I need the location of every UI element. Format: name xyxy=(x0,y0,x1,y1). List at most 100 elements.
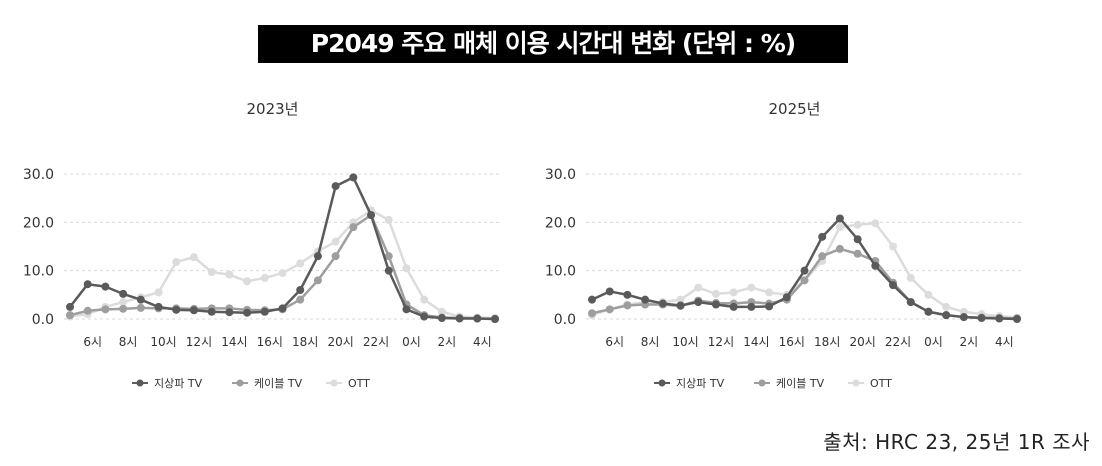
data-point-terrestrial xyxy=(765,302,774,311)
data-point-terrestrial xyxy=(694,298,703,307)
x-tick-label: 22시 xyxy=(363,335,389,349)
chart-2023-svg: 2023년 0.0 10.0 20.0 30.0 6시 8시 10시 12시 14시 16시 18시 2… xyxy=(23,100,501,390)
x-tick-label: 0시 xyxy=(924,335,943,349)
data-point-terrestrial xyxy=(402,305,411,314)
x-tick-label: 10시 xyxy=(150,335,176,349)
data-point-ott xyxy=(906,273,915,282)
data-point-ott xyxy=(676,295,685,304)
legend-label: OTT xyxy=(870,377,892,390)
legend-item-terrestrial: 지상파 TV xyxy=(132,377,203,390)
data-point-ott xyxy=(402,264,411,273)
data-point-terrestrial xyxy=(747,302,756,311)
data-point-terrestrial xyxy=(588,295,596,304)
legend-item-ott: OTT xyxy=(848,377,892,390)
y-tick-label: 30.0 xyxy=(23,167,54,183)
data-point-terrestrial xyxy=(278,304,287,313)
data-point-terrestrial xyxy=(313,252,322,261)
data-point-terrestrial xyxy=(605,287,614,296)
legend-swatch-dot xyxy=(136,379,144,387)
data-point-terrestrial xyxy=(207,307,216,316)
data-point-terrestrial xyxy=(977,314,986,323)
data-point-terrestrial xyxy=(296,286,305,294)
data-point-ott xyxy=(711,289,720,298)
data-point-cable xyxy=(83,306,92,315)
data-point-terrestrial xyxy=(995,314,1004,323)
data-point-terrestrial xyxy=(729,302,738,311)
y-tick-label: 20.0 xyxy=(23,215,54,231)
x-tick-label: 2시 xyxy=(960,335,979,349)
data-point-terrestrial xyxy=(66,302,74,311)
data-point-terrestrial xyxy=(243,308,252,317)
x-tick-label: 18시 xyxy=(292,335,318,349)
data-point-ott xyxy=(207,268,216,277)
data-point-terrestrial xyxy=(83,280,92,289)
data-point-terrestrial xyxy=(101,282,110,291)
x-tick-label: 6시 xyxy=(605,335,624,349)
data-point-cable xyxy=(588,309,596,318)
chart-2023: 2023년 0.0 10.0 20.0 30.0 6시 8시 10시 12시 14시 16시 18시 2… xyxy=(0,90,540,410)
data-point-ott xyxy=(694,283,703,292)
data-point-terrestrial xyxy=(367,211,376,220)
data-point-cable xyxy=(605,305,614,314)
data-point-terrestrial xyxy=(676,301,685,310)
data-point-terrestrial xyxy=(623,290,632,299)
x-tick-label: 18시 xyxy=(814,335,840,349)
data-point-ott xyxy=(260,273,269,282)
data-point-terrestrial xyxy=(711,300,720,309)
legend-swatch-dot xyxy=(330,379,338,387)
legend-item-cable: 케이블 TV xyxy=(754,377,825,390)
data-point-ott xyxy=(835,223,844,232)
data-point-terrestrial xyxy=(835,214,844,223)
data-point-ott xyxy=(243,277,252,286)
y-tick-label: 10.0 xyxy=(23,264,54,280)
x-tick-label: 2시 xyxy=(438,335,457,349)
data-point-ott xyxy=(729,288,738,297)
data-point-terrestrial xyxy=(437,314,446,323)
x-tick-label: 4시 xyxy=(995,335,1014,349)
data-point-terrestrial xyxy=(455,314,464,323)
x-tick-label: 20시 xyxy=(849,335,875,349)
data-point-terrestrial xyxy=(384,266,393,275)
x-tick-label: 4시 xyxy=(473,335,492,349)
legend-label: 지상파 TV xyxy=(154,377,203,390)
data-point-terrestrial xyxy=(491,315,499,323)
data-point-cable xyxy=(136,303,145,312)
data-point-terrestrial xyxy=(473,314,482,323)
data-point-ott xyxy=(331,237,340,246)
x-tick-label: 20시 xyxy=(327,335,353,349)
data-point-cable xyxy=(66,311,74,320)
data-point-ott xyxy=(119,298,128,307)
legend-swatch-dot xyxy=(852,379,860,387)
data-point-terrestrial xyxy=(641,295,650,304)
data-point-ott xyxy=(747,283,756,292)
data-point-ott xyxy=(871,219,880,228)
data-point-terrestrial xyxy=(225,308,234,317)
x-tick-label: 6시 xyxy=(83,335,102,349)
data-point-terrestrial xyxy=(189,306,198,315)
source-note: 출처: HRC 23, 25년 1R 조사 xyxy=(823,430,1090,454)
data-point-terrestrial xyxy=(658,299,667,308)
data-point-terrestrial xyxy=(349,173,358,182)
legend-label: OTT xyxy=(348,377,370,390)
data-point-cable xyxy=(800,276,809,285)
series-line-ott xyxy=(69,209,496,320)
data-point-ott xyxy=(296,259,305,268)
data-point-cable xyxy=(384,252,393,261)
legend-item-terrestrial: 지상파 TV xyxy=(654,377,725,390)
x-tick-label: 12시 xyxy=(186,335,212,349)
chart-2025-svg: 2025년 0.0 10.0 20.0 30.0 6시 8시 10시 12시 14시 16시 18시 2… xyxy=(545,100,1023,390)
y-tick-label: 20.0 xyxy=(545,215,576,231)
data-point-ott xyxy=(420,295,429,304)
x-tick-label: 16시 xyxy=(779,335,805,349)
data-point-cable xyxy=(835,244,844,253)
data-point-terrestrial xyxy=(1013,315,1021,323)
data-point-ott xyxy=(437,307,446,316)
data-point-terrestrial xyxy=(782,293,791,302)
chart-title: 2025년 xyxy=(769,100,821,118)
data-point-terrestrial xyxy=(853,235,862,244)
chart-2025: 2025년 0.0 10.0 20.0 30.0 6시 8시 10시 12시 14시 16시 18시 2… xyxy=(522,90,1062,410)
data-point-terrestrial xyxy=(818,232,827,241)
data-point-ott xyxy=(172,257,181,266)
data-point-ott xyxy=(278,269,287,278)
data-point-cable xyxy=(101,305,110,314)
